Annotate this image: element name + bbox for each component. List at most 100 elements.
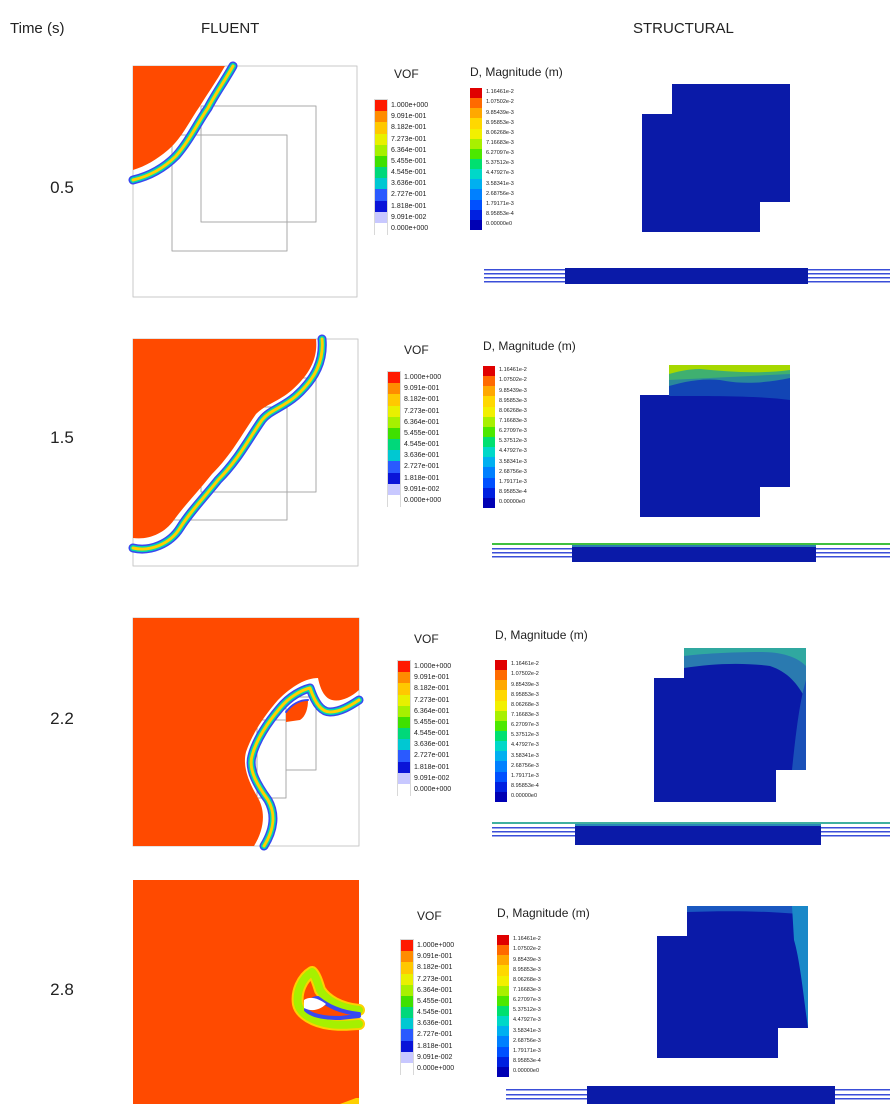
disp-legend-label: 4.47927e-3: [499, 448, 527, 455]
disp-legend-label: 1.07502e-2: [513, 946, 541, 953]
disp-legend-swatch: [483, 396, 495, 408]
disp-legend-swatch: [495, 660, 507, 671]
disp-legend-label: 3.58341e-3: [511, 752, 539, 759]
disp-legend-swatch: [497, 995, 509, 1007]
disp-legend-swatch: [497, 945, 509, 956]
disp-legend-label: 5.37512e-3: [511, 732, 539, 739]
disp-legend-swatch: [470, 179, 482, 190]
disp-legend-label: 8.95853e-4: [513, 1058, 541, 1064]
disp-legend-swatch: [495, 781, 507, 793]
vof-legend-swatch: [401, 940, 413, 952]
disp-legend-label: 8.06268e-3: [511, 701, 539, 708]
disp-legend-colorbar: [497, 935, 509, 1078]
disp-legend-label: 4.47927e-3: [511, 742, 539, 749]
vof-legend-swatch: [375, 189, 387, 202]
vof-legend-swatch: [401, 995, 413, 1008]
vof-legend-label: 9.091e-002: [404, 485, 440, 493]
disp-legend-swatch: [470, 189, 482, 201]
disp-legend-swatch: [470, 209, 482, 221]
structure-strip-row-2: [492, 543, 890, 562]
vof-legend-label: 9.091e-001: [417, 953, 453, 961]
disp-legend-title: D, Magnitude (m): [497, 906, 590, 920]
disp-legend-label: 0.00000e0: [511, 793, 537, 800]
disp-legend-label: 1.79171e-3: [499, 478, 527, 485]
vof-legend-swatch: [398, 739, 410, 751]
disp-legend-swatch: [495, 771, 507, 783]
vof-legend-label: 6.364e-001: [404, 418, 440, 426]
vof-legend-label: 2.727e-001: [414, 752, 450, 760]
vof-legend-swatch: [401, 973, 413, 986]
vof-legend-label: 7.273e-001: [417, 975, 453, 983]
vof-legend-swatch: [398, 661, 410, 673]
vof-legend-label: 1.818e-001: [414, 763, 450, 771]
fluent-panel-row-3: [132, 617, 364, 851]
disp-legend-label: 6.27097e-3: [513, 997, 541, 1004]
fluent-panel-row-2: [128, 334, 359, 567]
disp-legend-swatch: [470, 128, 482, 140]
disp-legend-label: 4.47927e-3: [486, 170, 514, 177]
vof-legend-swatch: [401, 1029, 413, 1042]
structure-panel-row-3: [654, 648, 806, 802]
disp-legend-swatch: [470, 98, 482, 109]
vof-legend-colorbar: [387, 370, 401, 508]
disp-legend-label: 5.37512e-3: [499, 438, 527, 445]
disp-legend-swatch: [470, 158, 482, 170]
vof-legend-swatch: [375, 144, 387, 157]
vof-legend-label: 2.727e-001: [404, 463, 440, 471]
vof-legend-swatch: [388, 394, 400, 406]
disp-legend-label: 1.79171e-3: [513, 1047, 541, 1054]
vof-legend-label: 2.727e-001: [417, 1031, 453, 1039]
vof-legend-label: 1.000e+000: [414, 663, 452, 671]
disp-legend-swatch: [497, 965, 509, 977]
disp-legend-swatch: [483, 376, 495, 387]
disp-legend-label: 6.27097e-3: [486, 150, 514, 157]
vof-legend-label: 0.000e+000: [404, 496, 442, 504]
disp-legend-colorbar: [495, 660, 507, 803]
disp-legend-label: 9.85439e-3: [511, 681, 539, 688]
disp-legend-swatch: [483, 447, 495, 458]
disp-legend-swatch: [483, 436, 495, 448]
vof-legend-label: 5.455e-001: [391, 157, 427, 165]
disp-legend-label: 8.95853e-3: [499, 397, 527, 404]
vof-legend-label: 6.364e-001: [391, 146, 427, 154]
disp-legend-swatch: [483, 426, 495, 438]
disp-legend-label: 0.00000e0: [486, 221, 512, 228]
disp-legend-swatch: [497, 1026, 509, 1037]
vof-legend-swatch: [388, 439, 400, 451]
disp-legend-label: 0.00000e0: [513, 1068, 539, 1075]
vof-legend-swatch: [401, 984, 413, 997]
vof-legend-title: VOF: [417, 909, 442, 923]
vof-legend-swatch: [401, 1051, 413, 1064]
disp-legend-swatch: [497, 985, 509, 997]
vof-legend-label: 3.636e-001: [404, 452, 440, 460]
vof-legend-colorbar: [400, 938, 414, 1076]
vof-legend-swatch: [388, 427, 400, 440]
time-label-row-2: 1.5: [50, 428, 74, 447]
disp-legend-label: 8.95853e-4: [499, 489, 527, 495]
disp-legend-label: 8.06268e-3: [499, 407, 527, 414]
disp-legend-swatch: [483, 366, 495, 377]
vof-legend-swatch: [388, 472, 400, 485]
vof-legend-label: 1.818e-001: [404, 474, 440, 482]
vof-legend-label: 7.273e-001: [404, 407, 440, 415]
vof-legend-swatch: [398, 705, 410, 718]
vof-legend-label: 7.273e-001: [391, 135, 427, 143]
disp-legend-label: 6.27097e-3: [511, 722, 539, 729]
vof-legend-swatch: [388, 450, 400, 462]
disp-legend-swatch: [483, 457, 495, 468]
disp-legend-swatch: [470, 88, 482, 99]
vof-legend-label: 4.545e-001: [404, 441, 440, 449]
disp-legend-swatch: [470, 118, 482, 130]
vof-legend-swatch: [398, 783, 410, 796]
vof-legend-swatch: [375, 111, 387, 123]
disp-legend-label: 9.85439e-3: [486, 109, 514, 116]
disp-legend-swatch: [497, 1066, 509, 1078]
structure-panel-row-1: [642, 84, 790, 232]
vof-legend-swatch: [401, 962, 413, 974]
disp-legend-label: 7.16683e-3: [511, 712, 539, 719]
disp-legend-swatch: [495, 761, 507, 773]
disp-legend-label: 8.95853e-3: [513, 966, 541, 973]
disp-legend-label: 1.16461e-2: [513, 936, 541, 943]
disp-legend-swatch: [497, 955, 509, 966]
disp-legend-label: 2.68756e-3: [513, 1037, 541, 1044]
